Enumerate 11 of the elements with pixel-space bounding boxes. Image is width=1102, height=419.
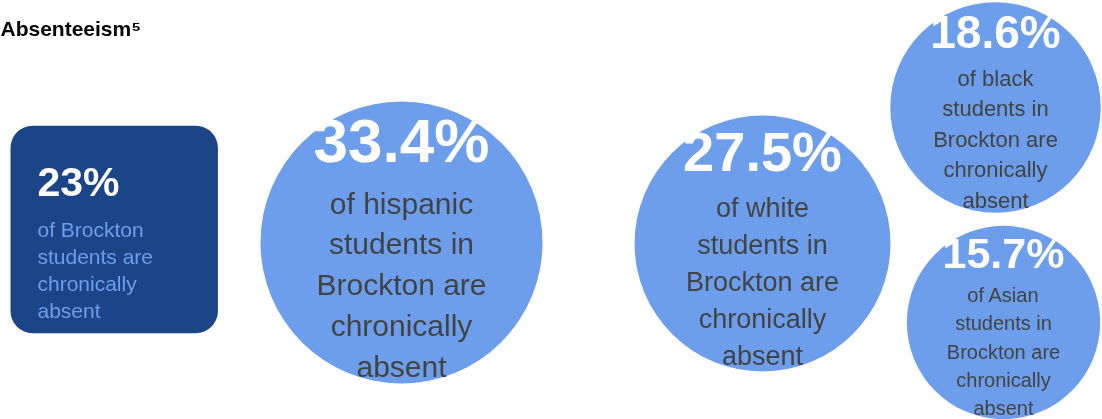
category-label: of Asian students in Brockton are chronically absent (946, 284, 1061, 419)
data-label: 33.4% (313, 106, 490, 176)
data-label: 15.7% (942, 228, 1065, 277)
data-label: 18.6% (930, 5, 1061, 58)
category-label: of black students in Brockton are chronically absent (933, 65, 1058, 213)
data-label: 23% (37, 158, 120, 205)
text: Absenteeism⁵ (0, 17, 142, 40)
data-label: 27.5% (683, 119, 842, 183)
category-label: of white students in Brockton are chronically absent (685, 192, 840, 372)
category-label: of hispanic students in Brockton are chronically absent (316, 186, 487, 384)
category-label: of Brockton students are chronically absent (37, 218, 154, 322)
